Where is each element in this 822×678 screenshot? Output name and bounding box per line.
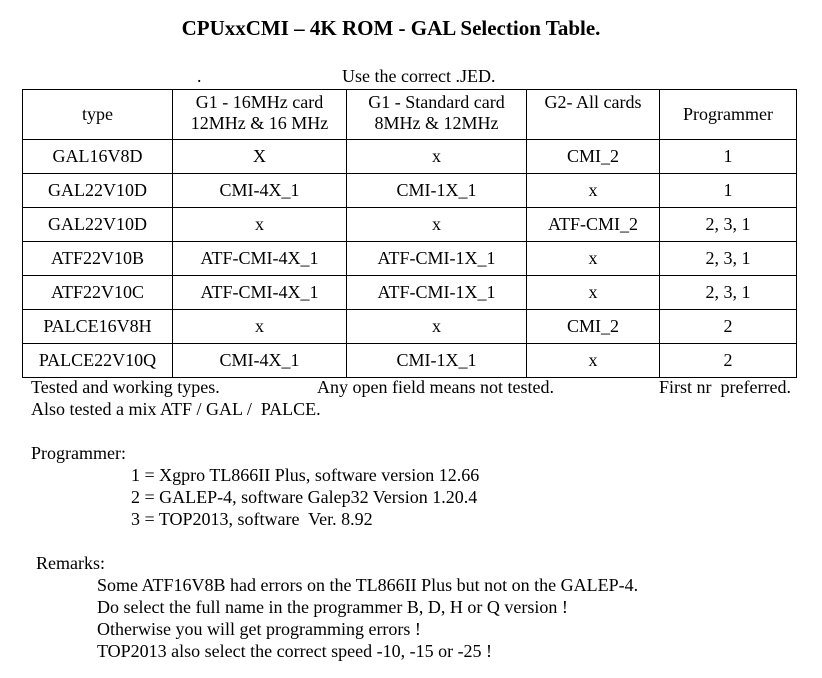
table-row: GAL22V10D CMI-4X_1 CMI-1X_1 x 1 [22, 173, 797, 208]
table-cell-g2: x [526, 275, 660, 310]
table-cell-programmer: 2 [659, 343, 797, 378]
programmer-item: 2 = GALEP-4, software Galep32 Version 1.… [131, 487, 478, 507]
header-g1-16mhz-line2: 12MHz & 16 MHz [190, 113, 329, 133]
table-cell-type: GAL16V8D [22, 139, 173, 174]
table-row: PALCE16V8H x x CMI_2 2 [22, 309, 797, 344]
tested-note: Tested and working types. [31, 377, 220, 397]
table-cell-type: GAL22V10D [22, 173, 173, 208]
mix-note: Also tested a mix ATF / GAL / PALCE. [31, 399, 321, 419]
header-programmer-line1: Programmer [683, 104, 773, 124]
header-g1-standard-line1: G1 - Standard card [368, 92, 505, 112]
table-cell-g1-16mhz: CMI-4X_1 [172, 173, 347, 208]
remark-item: Some ATF16V8B had errors on the TL866II … [97, 575, 639, 595]
header-g1-standard-line2: 8MHz & 12MHz [374, 113, 499, 133]
table-cell-programmer: 1 [659, 173, 797, 208]
table-cell-type: PALCE22V10Q [22, 343, 173, 378]
table-cell-g2: ATF-CMI_2 [526, 207, 660, 242]
table-row: GAL22V10D x x ATF-CMI_2 2, 3, 1 [22, 207, 797, 242]
table-cell-g1-standard: CMI-1X_1 [346, 343, 527, 378]
stray-dot: . [197, 66, 202, 86]
table-cell-g1-16mhz: ATF-CMI-4X_1 [172, 241, 347, 276]
table-cell-g1-standard: x [346, 207, 527, 242]
table-cell-g1-16mhz: CMI-4X_1 [172, 343, 347, 378]
gal-selection-table: type G1 - 16MHz card 12MHz & 16 MHz G1 -… [22, 89, 797, 378]
remark-item: Do select the full name in the programme… [97, 597, 568, 617]
programmer-item: 1 = Xgpro TL866II Plus, software version… [131, 465, 480, 485]
table-row: PALCE22V10Q CMI-4X_1 CMI-1X_1 x 2 [22, 343, 797, 378]
header-programmer: Programmer [659, 89, 797, 140]
table-cell-g1-standard: CMI-1X_1 [346, 173, 527, 208]
header-g1-16mhz-line1: G1 - 16MHz card [195, 92, 324, 112]
table-cell-g1-standard: x [346, 139, 527, 174]
table-row: GAL16V8D X x CMI_2 1 [22, 139, 797, 174]
table-cell-programmer: 2, 3, 1 [659, 241, 797, 276]
header-type: type [22, 89, 173, 140]
table-cell-g1-standard: x [346, 309, 527, 344]
table-cell-type: ATF22V10C [22, 275, 173, 310]
table-cell-type: PALCE16V8H [22, 309, 173, 344]
table-header-row: type G1 - 16MHz card 12MHz & 16 MHz G1 -… [22, 89, 797, 140]
table-row: ATF22V10B ATF-CMI-4X_1 ATF-CMI-1X_1 x 2,… [22, 241, 797, 276]
programmer-heading: Programmer: [31, 443, 126, 463]
table-cell-g1-16mhz: x [172, 309, 347, 344]
subtitle: Use the correct .JED. [342, 66, 496, 86]
table-cell-g1-standard: ATF-CMI-1X_1 [346, 241, 527, 276]
header-g2-all-cards-line1: G2- All cards [544, 92, 642, 112]
table-row: ATF22V10C ATF-CMI-4X_1 ATF-CMI-1X_1 x 2,… [22, 275, 797, 310]
table-cell-g2: CMI_2 [526, 139, 660, 174]
preferred-note: First nr preferred. [659, 377, 791, 397]
page-title: CPUxxCMI – 4K ROM - GAL Selection Table. [181, 16, 601, 40]
remark-item: Otherwise you will get programming error… [97, 619, 421, 639]
remark-item: TOP2013 also select the correct speed -1… [97, 641, 493, 661]
remarks-heading: Remarks: [36, 553, 105, 573]
table-cell-g1-16mhz: ATF-CMI-4X_1 [172, 275, 347, 310]
table-cell-g1-standard: ATF-CMI-1X_1 [346, 275, 527, 310]
table-cell-g2: CMI_2 [526, 309, 660, 344]
table-cell-programmer: 1 [659, 139, 797, 174]
table-cell-programmer: 2, 3, 1 [659, 275, 797, 310]
table-cell-type: GAL22V10D [22, 207, 173, 242]
header-g1-16mhz: G1 - 16MHz card 12MHz & 16 MHz [172, 89, 347, 140]
table-cell-g1-16mhz: x [172, 207, 347, 242]
table-cell-programmer: 2, 3, 1 [659, 207, 797, 242]
table-cell-g2: x [526, 343, 660, 378]
table-cell-type: ATF22V10B [22, 241, 173, 276]
open-field-note: Any open field means not tested. [317, 377, 554, 397]
table-cell-g2: x [526, 241, 660, 276]
table-cell-programmer: 2 [659, 309, 797, 344]
programmer-item: 3 = TOP2013, software Ver. 8.92 [131, 509, 373, 529]
table-cell-g2: x [526, 173, 660, 208]
table-cell-g1-16mhz: X [172, 139, 347, 174]
header-g1-standard: G1 - Standard card 8MHz & 12MHz [346, 89, 527, 140]
header-type-line1: type [82, 104, 113, 124]
header-g2-all-cards: G2- All cards [526, 89, 660, 140]
